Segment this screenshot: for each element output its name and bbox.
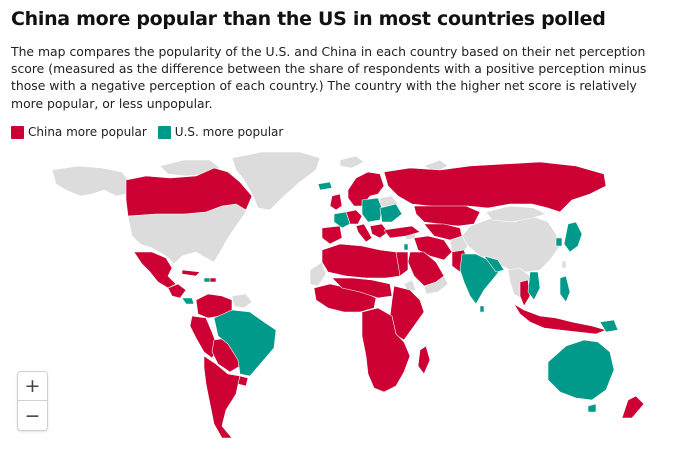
- region-haiti[interactable]: [203, 277, 211, 283]
- region-uruguay[interactable]: [237, 375, 249, 387]
- region-madagascar[interactable]: [417, 345, 431, 375]
- region-romania-ukraine[interactable]: [379, 203, 403, 223]
- legend: China more popular U.S. more popular: [11, 125, 294, 139]
- region-sri-lanka[interactable]: [479, 305, 485, 313]
- zoom-control: + −: [17, 371, 48, 431]
- region-balkans-red[interactable]: [369, 223, 389, 239]
- region-turkey[interactable]: [383, 225, 421, 239]
- legend-item-china: China more popular: [11, 125, 147, 139]
- region-japan[interactable]: [563, 221, 583, 253]
- world-map-svg[interactable]: [0, 148, 678, 454]
- legend-swatch-china: [11, 125, 24, 139]
- region-uk-ireland[interactable]: [329, 193, 343, 211]
- zoom-out-button[interactable]: −: [24, 404, 41, 427]
- region-kazakhstan[interactable]: [413, 205, 481, 227]
- region-central-asia-south[interactable]: [423, 223, 463, 241]
- region-dominican-republic[interactable]: [209, 277, 217, 283]
- region-greenland[interactable]: [231, 151, 321, 211]
- region-vietnam[interactable]: [527, 271, 541, 301]
- legend-label-us: U.S. more popular: [174, 125, 284, 139]
- region-ecuador-peru[interactable]: [189, 315, 219, 359]
- legend-swatch-us: [157, 125, 171, 139]
- region-south-korea[interactable]: [555, 237, 563, 247]
- map-description: The map compares the popularity of the U…: [11, 44, 647, 111]
- region-tasmania[interactable]: [587, 403, 597, 413]
- legend-item-us: U.S. more popular: [157, 125, 284, 139]
- region-malaysia-indonesia[interactable]: [513, 303, 607, 335]
- region-nepal-bangladesh[interactable]: [483, 255, 505, 273]
- region-sahel[interactable]: [331, 277, 393, 299]
- region-central-southern-africa[interactable]: [361, 307, 411, 393]
- region-egypt[interactable]: [395, 251, 409, 277]
- region-alaska[interactable]: [51, 165, 129, 197]
- region-iraq-iran[interactable]: [413, 235, 453, 261]
- world-map[interactable]: [0, 148, 678, 454]
- region-central-europe-teal[interactable]: [361, 197, 383, 223]
- region-new-zealand[interactable]: [621, 395, 645, 419]
- region-iberia[interactable]: [321, 225, 343, 245]
- region-canada[interactable]: [125, 167, 253, 217]
- page-title: China more popular than the US in most c…: [11, 8, 606, 30]
- region-papua-new-guinea[interactable]: [599, 319, 619, 333]
- region-costa-rica-panama[interactable]: [181, 297, 195, 305]
- region-mongolia[interactable]: [485, 205, 547, 223]
- region-israel[interactable]: [403, 243, 409, 251]
- region-north-africa[interactable]: [321, 243, 405, 279]
- region-iceland[interactable]: [317, 181, 333, 191]
- region-brazil[interactable]: [213, 309, 277, 377]
- legend-label-china: China more popular: [28, 125, 147, 139]
- region-australia[interactable]: [547, 339, 615, 401]
- region-italy[interactable]: [355, 223, 373, 243]
- region-central-america-north[interactable]: [167, 283, 187, 299]
- region-guianas[interactable]: [231, 293, 253, 309]
- region-cuba[interactable]: [181, 269, 201, 277]
- region-philippines[interactable]: [559, 275, 571, 303]
- region-chile-argentina[interactable]: [203, 355, 241, 439]
- region-east-africa[interactable]: [389, 285, 425, 341]
- region-norway-sweden-finland[interactable]: [347, 171, 385, 207]
- zoom-in-button[interactable]: +: [18, 372, 47, 401]
- region-taiwan[interactable]: [561, 259, 567, 269]
- region-mexico[interactable]: [133, 251, 177, 289]
- region-russia[interactable]: [383, 161, 607, 213]
- region-france[interactable]: [333, 211, 351, 229]
- region-arctic-islands[interactable]: [339, 155, 365, 169]
- region-western-sahara[interactable]: [309, 261, 327, 287]
- region-thailand[interactable]: [519, 279, 531, 307]
- region-saudi-arabia[interactable]: [407, 251, 445, 287]
